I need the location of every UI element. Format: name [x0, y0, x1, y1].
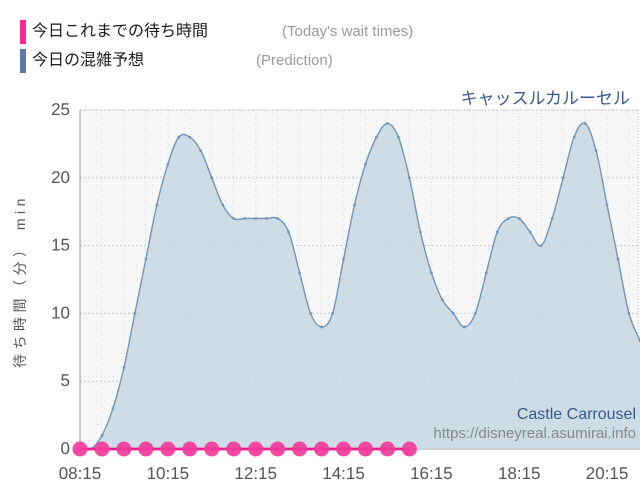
svg-text:20: 20	[51, 168, 70, 187]
svg-text:20:15: 20:15	[586, 464, 629, 483]
svg-text:12:15: 12:15	[234, 464, 277, 483]
svg-text:15: 15	[51, 236, 70, 255]
svg-text:25: 25	[51, 100, 70, 119]
svg-text:10: 10	[51, 303, 70, 322]
svg-text:14:15: 14:15	[322, 464, 365, 483]
svg-text:18:15: 18:15	[498, 464, 541, 483]
svg-text:10:15: 10:15	[147, 464, 190, 483]
svg-text:0: 0	[61, 439, 70, 458]
svg-text:16:15: 16:15	[410, 464, 453, 483]
svg-text:5: 5	[61, 371, 70, 390]
svg-text:08:15: 08:15	[59, 464, 102, 483]
